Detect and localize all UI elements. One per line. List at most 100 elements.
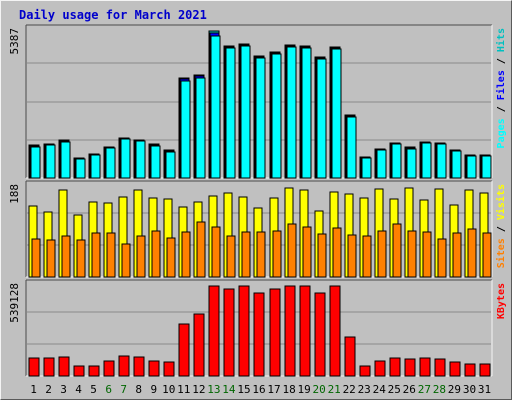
x-tick-label: 6 — [105, 383, 112, 396]
bar-pages-day-8 — [135, 140, 146, 179]
bar-sites-day-16 — [256, 231, 266, 278]
bar-pages-day-21 — [331, 48, 342, 179]
x-tick-label: 7 — [120, 383, 127, 396]
y-max-label: 5387 — [8, 28, 21, 55]
x-tick-label: 1 — [30, 383, 37, 396]
bar-pages-day-17 — [271, 53, 282, 179]
bar-sites-day-22 — [347, 234, 357, 278]
bar-kbytes-day-18 — [284, 285, 296, 377]
bar-pages-day-12 — [195, 77, 206, 179]
bar-pages-day-6 — [105, 147, 116, 179]
bar-kbytes-day-20 — [314, 292, 326, 377]
legend-separator: / — [496, 52, 507, 70]
bar-kbytes-day-5 — [88, 365, 100, 377]
legend-entry: Pages — [496, 118, 507, 148]
legend-entry: Hits — [495, 28, 507, 52]
bar-sites-day-12 — [196, 221, 206, 278]
bar-kbytes-day-7 — [118, 355, 130, 377]
bar-kbytes-day-9 — [148, 360, 160, 377]
bar-pages-day-3 — [60, 141, 71, 179]
bar-kbytes-day-25 — [389, 357, 401, 377]
y-max-label: 539128 — [8, 283, 21, 323]
bar-pages-day-27 — [421, 142, 432, 179]
x-tick-label: 24 — [373, 383, 387, 396]
panel-bottom: 539128 KBytes — [8, 279, 507, 377]
bar-pages-day-28 — [436, 143, 447, 179]
bar-pages-day-9 — [150, 145, 161, 179]
bar-pages-day-22 — [346, 116, 357, 179]
bar-pages-day-2 — [45, 144, 56, 179]
bar-sites-day-18 — [287, 223, 297, 278]
x-tick-label: 28 — [433, 383, 446, 396]
x-tick-label: 5 — [90, 383, 97, 396]
x-tick-label: 23 — [358, 383, 371, 396]
x-tick-label: 15 — [237, 383, 250, 396]
x-tick-label: 13 — [207, 383, 220, 396]
bar-sites-day-10 — [166, 237, 176, 278]
bar-sites-day-27 — [422, 231, 432, 278]
bar-sites-day-31 — [482, 232, 492, 278]
x-tick-label: 9 — [150, 383, 157, 396]
bar-kbytes-day-12 — [193, 313, 205, 377]
x-tick-label: 3 — [60, 383, 67, 396]
x-tick-label: 16 — [252, 383, 265, 396]
bar-sites-day-15 — [241, 231, 251, 278]
bar-sites-day-20 — [317, 233, 327, 278]
bar-kbytes-day-24 — [374, 360, 386, 377]
bar-sites-day-29 — [452, 232, 462, 278]
series-legend: Pages / Files / Hits — [495, 28, 507, 148]
bar-sites-day-30 — [467, 228, 477, 278]
bar-kbytes-day-30 — [464, 363, 476, 377]
bar-kbytes-day-19 — [299, 285, 311, 377]
bar-pages-day-13 — [210, 35, 221, 179]
bar-pages-day-1 — [30, 146, 41, 179]
bar-pages-day-25 — [391, 143, 402, 179]
bar-pages-day-30 — [466, 155, 477, 179]
bar-kbytes-day-17 — [269, 288, 281, 377]
bar-sites-day-3 — [61, 235, 71, 278]
bar-sites-day-8 — [136, 235, 146, 278]
bar-pages-day-14 — [225, 47, 236, 179]
chart-title: Daily usage for March 2021 — [19, 8, 207, 22]
x-tick-label: 19 — [297, 383, 310, 396]
bar-pages-day-16 — [255, 57, 266, 179]
x-tick-label: 14 — [222, 383, 236, 396]
bar-kbytes-day-6 — [103, 360, 115, 377]
bar-kbytes-day-8 — [133, 356, 145, 377]
x-tick-label: 25 — [388, 383, 401, 396]
bar-sites-day-7 — [121, 243, 131, 278]
bar-sites-day-26 — [407, 230, 417, 278]
y-max-label: 188 — [8, 184, 21, 204]
legend-entry: Visits — [495, 184, 507, 220]
bar-pages-day-11 — [180, 80, 191, 179]
bar-kbytes-day-13 — [208, 285, 220, 377]
bar-pages-day-5 — [90, 154, 101, 179]
legend-entry: Sites — [495, 238, 507, 268]
bar-kbytes-day-26 — [404, 358, 416, 377]
panel-middle: 188 Sites / Visits — [8, 180, 507, 278]
bar-sites-day-13 — [211, 226, 221, 278]
bar-sites-day-25 — [392, 223, 402, 278]
series-legend: Sites / Visits — [495, 184, 507, 268]
bar-pages-day-24 — [376, 149, 387, 179]
bar-kbytes-day-1 — [28, 357, 40, 377]
bar-pages-day-4 — [75, 158, 86, 179]
bar-pages-day-26 — [406, 148, 417, 179]
bar-kbytes-day-31 — [479, 363, 491, 377]
bar-sites-day-14 — [226, 235, 236, 278]
bar-pages-day-18 — [286, 46, 297, 179]
bar-kbytes-day-21 — [329, 285, 341, 377]
bar-kbytes-day-11 — [178, 323, 190, 377]
x-tick-label: 26 — [403, 383, 416, 396]
x-tick-label: 21 — [328, 383, 341, 396]
bar-kbytes-day-4 — [73, 365, 85, 377]
bar-sites-day-21 — [332, 227, 342, 278]
x-tick-label: 31 — [478, 383, 491, 396]
bar-sites-day-17 — [272, 230, 282, 278]
bar-sites-day-2 — [46, 239, 56, 278]
bar-pages-day-15 — [240, 45, 251, 179]
x-tick-label: 30 — [463, 383, 476, 396]
x-tick-label: 12 — [192, 383, 205, 396]
